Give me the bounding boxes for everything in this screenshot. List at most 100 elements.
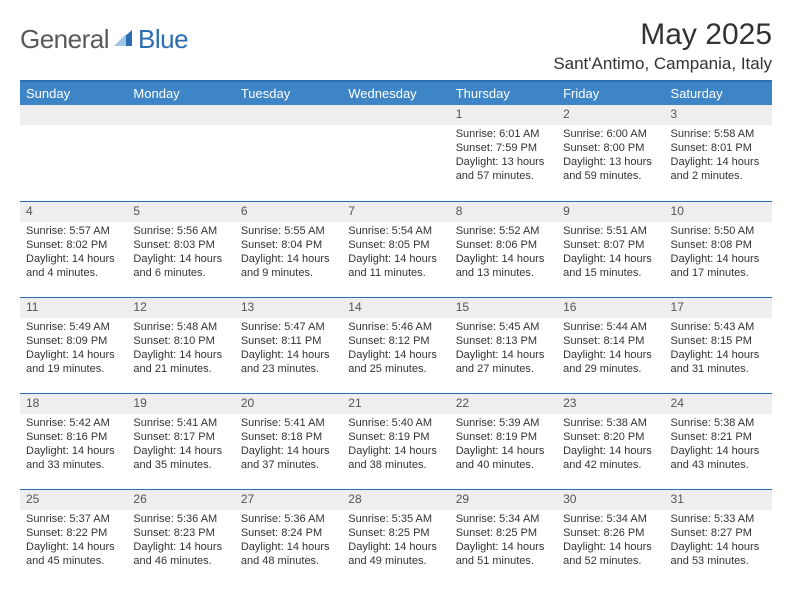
calendar-day-cell: 23Sunrise: 5:38 AMSunset: 8:20 PMDayligh…	[557, 393, 664, 489]
sunset-line: Sunset: 8:14 PM	[563, 334, 658, 348]
day-number: 28	[342, 489, 449, 510]
sunset-line: Sunset: 8:19 PM	[456, 430, 551, 444]
sunrise-line: Sunrise: 5:49 AM	[26, 320, 121, 334]
day-body	[20, 125, 127, 131]
weekday-header: Thursday	[450, 81, 557, 105]
daylight-line: Daylight: 14 hours and 4 minutes.	[26, 252, 121, 281]
weekday-header: Friday	[557, 81, 664, 105]
day-body: Sunrise: 5:37 AMSunset: 8:22 PMDaylight:…	[20, 510, 127, 573]
sunrise-line: Sunrise: 5:45 AM	[456, 320, 551, 334]
location-subtitle: Sant'Antimo, Campania, Italy	[553, 54, 772, 74]
day-body	[127, 125, 234, 131]
day-body: Sunrise: 5:38 AMSunset: 8:21 PMDaylight:…	[665, 414, 772, 477]
calendar-day-cell	[235, 105, 342, 201]
day-body: Sunrise: 5:47 AMSunset: 8:11 PMDaylight:…	[235, 318, 342, 381]
daylight-line: Daylight: 14 hours and 45 minutes.	[26, 540, 121, 569]
calendar-day-cell: 5Sunrise: 5:56 AMSunset: 8:03 PMDaylight…	[127, 201, 234, 297]
sunset-line: Sunset: 8:04 PM	[241, 238, 336, 252]
calendar-day-cell: 19Sunrise: 5:41 AMSunset: 8:17 PMDayligh…	[127, 393, 234, 489]
calendar-table: SundayMondayTuesdayWednesdayThursdayFrid…	[20, 80, 772, 585]
daylight-line: Daylight: 13 hours and 59 minutes.	[563, 155, 658, 184]
sunrise-line: Sunrise: 5:35 AM	[348, 512, 443, 526]
day-number: 15	[450, 297, 557, 318]
calendar-day-cell: 31Sunrise: 5:33 AMSunset: 8:27 PMDayligh…	[665, 489, 772, 585]
day-body: Sunrise: 5:40 AMSunset: 8:19 PMDaylight:…	[342, 414, 449, 477]
brand-general: General	[20, 24, 109, 55]
day-number: 4	[20, 201, 127, 222]
daylight-line: Daylight: 14 hours and 27 minutes.	[456, 348, 551, 377]
day-body: Sunrise: 5:38 AMSunset: 8:20 PMDaylight:…	[557, 414, 664, 477]
day-body: Sunrise: 5:34 AMSunset: 8:26 PMDaylight:…	[557, 510, 664, 573]
daylight-line: Daylight: 14 hours and 11 minutes.	[348, 252, 443, 281]
sunset-line: Sunset: 8:15 PM	[671, 334, 766, 348]
daylight-line: Daylight: 14 hours and 33 minutes.	[26, 444, 121, 473]
sunrise-line: Sunrise: 6:01 AM	[456, 127, 551, 141]
sunrise-line: Sunrise: 5:36 AM	[133, 512, 228, 526]
day-number	[342, 105, 449, 125]
sunset-line: Sunset: 8:13 PM	[456, 334, 551, 348]
day-body: Sunrise: 5:34 AMSunset: 8:25 PMDaylight:…	[450, 510, 557, 573]
day-number	[235, 105, 342, 125]
day-number	[127, 105, 234, 125]
daylight-line: Daylight: 14 hours and 42 minutes.	[563, 444, 658, 473]
sunrise-line: Sunrise: 5:51 AM	[563, 224, 658, 238]
sunrise-line: Sunrise: 5:38 AM	[563, 416, 658, 430]
day-number: 20	[235, 393, 342, 414]
daylight-line: Daylight: 14 hours and 23 minutes.	[241, 348, 336, 377]
daylight-line: Daylight: 14 hours and 2 minutes.	[671, 155, 766, 184]
day-body: Sunrise: 5:36 AMSunset: 8:23 PMDaylight:…	[127, 510, 234, 573]
day-number: 16	[557, 297, 664, 318]
sunset-line: Sunset: 7:59 PM	[456, 141, 551, 155]
daylight-line: Daylight: 14 hours and 21 minutes.	[133, 348, 228, 377]
daylight-line: Daylight: 14 hours and 49 minutes.	[348, 540, 443, 569]
calendar-day-cell: 27Sunrise: 5:36 AMSunset: 8:24 PMDayligh…	[235, 489, 342, 585]
sunrise-line: Sunrise: 5:54 AM	[348, 224, 443, 238]
daylight-line: Daylight: 14 hours and 29 minutes.	[563, 348, 658, 377]
day-number: 22	[450, 393, 557, 414]
day-body: Sunrise: 5:55 AMSunset: 8:04 PMDaylight:…	[235, 222, 342, 285]
title-block: May 2025 Sant'Antimo, Campania, Italy	[553, 18, 772, 74]
day-number: 13	[235, 297, 342, 318]
sunrise-line: Sunrise: 6:00 AM	[563, 127, 658, 141]
day-number: 21	[342, 393, 449, 414]
day-body	[235, 125, 342, 131]
day-body: Sunrise: 5:41 AMSunset: 8:18 PMDaylight:…	[235, 414, 342, 477]
sunrise-line: Sunrise: 5:58 AM	[671, 127, 766, 141]
sunset-line: Sunset: 8:07 PM	[563, 238, 658, 252]
weekday-header: Wednesday	[342, 81, 449, 105]
day-body: Sunrise: 5:56 AMSunset: 8:03 PMDaylight:…	[127, 222, 234, 285]
daylight-line: Daylight: 14 hours and 40 minutes.	[456, 444, 551, 473]
daylight-line: Daylight: 14 hours and 51 minutes.	[456, 540, 551, 569]
calendar-week-row: 11Sunrise: 5:49 AMSunset: 8:09 PMDayligh…	[20, 297, 772, 393]
daylight-line: Daylight: 14 hours and 31 minutes.	[671, 348, 766, 377]
daylight-line: Daylight: 14 hours and 25 minutes.	[348, 348, 443, 377]
calendar-day-cell: 6Sunrise: 5:55 AMSunset: 8:04 PMDaylight…	[235, 201, 342, 297]
calendar-day-cell: 20Sunrise: 5:41 AMSunset: 8:18 PMDayligh…	[235, 393, 342, 489]
calendar-day-cell	[342, 105, 449, 201]
sunrise-line: Sunrise: 5:48 AM	[133, 320, 228, 334]
daylight-line: Daylight: 14 hours and 13 minutes.	[456, 252, 551, 281]
day-body: Sunrise: 5:57 AMSunset: 8:02 PMDaylight:…	[20, 222, 127, 285]
sunrise-line: Sunrise: 5:36 AM	[241, 512, 336, 526]
day-number: 10	[665, 201, 772, 222]
day-number: 17	[665, 297, 772, 318]
day-body: Sunrise: 5:51 AMSunset: 8:07 PMDaylight:…	[557, 222, 664, 285]
weekday-header-row: SundayMondayTuesdayWednesdayThursdayFrid…	[20, 81, 772, 105]
day-number: 27	[235, 489, 342, 510]
daylight-line: Daylight: 14 hours and 35 minutes.	[133, 444, 228, 473]
sunrise-line: Sunrise: 5:41 AM	[133, 416, 228, 430]
sunset-line: Sunset: 8:09 PM	[26, 334, 121, 348]
daylight-line: Daylight: 14 hours and 52 minutes.	[563, 540, 658, 569]
day-body: Sunrise: 5:43 AMSunset: 8:15 PMDaylight:…	[665, 318, 772, 381]
day-number: 1	[450, 105, 557, 125]
sunset-line: Sunset: 8:21 PM	[671, 430, 766, 444]
day-body: Sunrise: 5:42 AMSunset: 8:16 PMDaylight:…	[20, 414, 127, 477]
day-body	[342, 125, 449, 131]
day-number: 29	[450, 489, 557, 510]
sunset-line: Sunset: 8:12 PM	[348, 334, 443, 348]
sunrise-line: Sunrise: 5:34 AM	[563, 512, 658, 526]
calendar-day-cell: 21Sunrise: 5:40 AMSunset: 8:19 PMDayligh…	[342, 393, 449, 489]
sunrise-line: Sunrise: 5:46 AM	[348, 320, 443, 334]
calendar-day-cell: 4Sunrise: 5:57 AMSunset: 8:02 PMDaylight…	[20, 201, 127, 297]
day-body: Sunrise: 5:44 AMSunset: 8:14 PMDaylight:…	[557, 318, 664, 381]
